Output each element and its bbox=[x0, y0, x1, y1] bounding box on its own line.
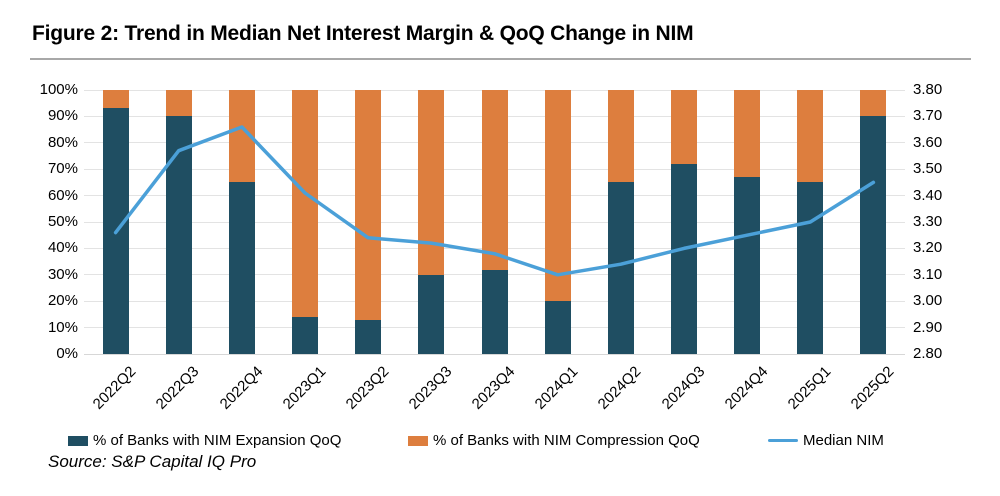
bar-segment-compression bbox=[544, 90, 571, 302]
legend-label-median-nim: Median NIM bbox=[803, 432, 884, 449]
legend-line-swatch bbox=[768, 438, 798, 443]
chart-legend: % of Banks with NIM Expansion QoQ % of B… bbox=[0, 432, 1000, 452]
axis-tick-label: 30% bbox=[47, 265, 78, 283]
bar-segment-expansion bbox=[418, 274, 445, 354]
x-axis-label: 2023Q2 bbox=[342, 363, 393, 413]
median-nim-line bbox=[113, 125, 876, 277]
bar-segment-expansion bbox=[607, 182, 634, 354]
axis-tick-label: 3.40 bbox=[913, 186, 943, 204]
bar-segment-expansion bbox=[228, 182, 255, 354]
legend-item-median-nim: Median NIM bbox=[768, 432, 884, 449]
axis-tick-label: 3.00 bbox=[913, 292, 943, 310]
bar-segment-compression bbox=[734, 90, 761, 178]
axis-tick-label: 3.50 bbox=[913, 160, 943, 178]
x-axis-label: 2024Q4 bbox=[721, 363, 772, 413]
bar-segment-compression bbox=[102, 90, 129, 109]
source-note: Source: S&P Capital IQ Pro bbox=[48, 452, 257, 471]
plot-area bbox=[84, 89, 905, 355]
bar-segment-expansion bbox=[860, 116, 887, 354]
axis-tick-label: 40% bbox=[47, 239, 78, 257]
axis-tick-label: 3.10 bbox=[913, 265, 943, 283]
bar-segment-expansion bbox=[797, 182, 824, 354]
axis-tick-label: 70% bbox=[47, 160, 78, 178]
legend-item-compression: % of Banks with NIM Compression QoQ bbox=[408, 432, 700, 449]
axis-tick-label: 3.60 bbox=[913, 133, 943, 151]
x-axis-label: 2022Q4 bbox=[216, 363, 266, 413]
x-axis-label: 2023Q4 bbox=[468, 363, 519, 413]
legend-swatch-expansion bbox=[68, 435, 88, 446]
bar-segment-compression bbox=[670, 90, 697, 164]
axis-tick-label: 10% bbox=[47, 318, 78, 336]
bar-segment-expansion bbox=[670, 163, 697, 354]
x-axis-label: 2023Q3 bbox=[405, 363, 456, 413]
x-axis-label: 2024Q2 bbox=[595, 363, 645, 413]
axis-tick-label: 20% bbox=[47, 292, 78, 310]
bar-segment-compression bbox=[481, 90, 508, 270]
legend-swatch-compression bbox=[408, 435, 428, 446]
bar-segment-expansion bbox=[734, 177, 761, 354]
axis-tick-label: 2.90 bbox=[913, 318, 943, 336]
grid-line bbox=[84, 354, 905, 355]
bar-segment-compression bbox=[797, 90, 824, 183]
axis-tick-label: 3.70 bbox=[913, 107, 943, 125]
axis-tick-label: 3.30 bbox=[913, 213, 943, 230]
axis-tick-label: 80% bbox=[47, 133, 78, 151]
legend-label-compression: % of Banks with NIM Compression QoQ bbox=[433, 432, 700, 449]
chart-area: 100% 90% 80% 70% 60% 50% 40% 30% 20% 10% 0% 3.80 3.… bbox=[39, 81, 943, 413]
axis-tick-label: 50% bbox=[47, 213, 78, 230]
bar-segment-expansion bbox=[355, 319, 382, 354]
x-axis-label: 2025Q2 bbox=[847, 363, 898, 413]
bar-segment-compression bbox=[355, 90, 382, 320]
axis-tick-label: 100% bbox=[39, 81, 78, 98]
bar-segment-expansion bbox=[544, 301, 571, 354]
axis-tick-label: 0% bbox=[56, 345, 78, 362]
axis-tick-label: 3.80 bbox=[913, 81, 943, 98]
title-underline bbox=[30, 58, 971, 60]
x-axis-label: 2024Q3 bbox=[658, 363, 708, 413]
bar-segment-expansion bbox=[292, 317, 319, 354]
x-axis-label: 2023Q1 bbox=[279, 363, 330, 413]
axis-tick-label: 90% bbox=[47, 107, 78, 125]
legend-label-expansion: % of Banks with NIM Expansion QoQ bbox=[93, 432, 342, 449]
axis-tick-label: 2.80 bbox=[913, 345, 943, 362]
bar-segment-compression bbox=[607, 90, 634, 183]
bar-segment-compression bbox=[292, 90, 319, 318]
bar-segment-compression bbox=[165, 90, 192, 117]
axis-tick-label: 60% bbox=[47, 186, 78, 204]
x-axis-label: 2022Q3 bbox=[152, 363, 203, 413]
bar-segment-expansion bbox=[481, 269, 508, 354]
x-axis-label: 2022Q2 bbox=[89, 363, 140, 413]
axis-tick-label: 3.20 bbox=[913, 239, 943, 257]
x-axis-label: 2025Q1 bbox=[784, 363, 835, 413]
bar-segment-expansion bbox=[165, 116, 192, 354]
bar-segment-compression bbox=[860, 90, 887, 117]
legend-item-expansion: % of Banks with NIM Expansion QoQ bbox=[68, 432, 341, 449]
x-axis-label: 2024Q1 bbox=[531, 363, 582, 413]
figure-title: Figure 2: Trend in Median Net Interest M… bbox=[32, 22, 694, 45]
